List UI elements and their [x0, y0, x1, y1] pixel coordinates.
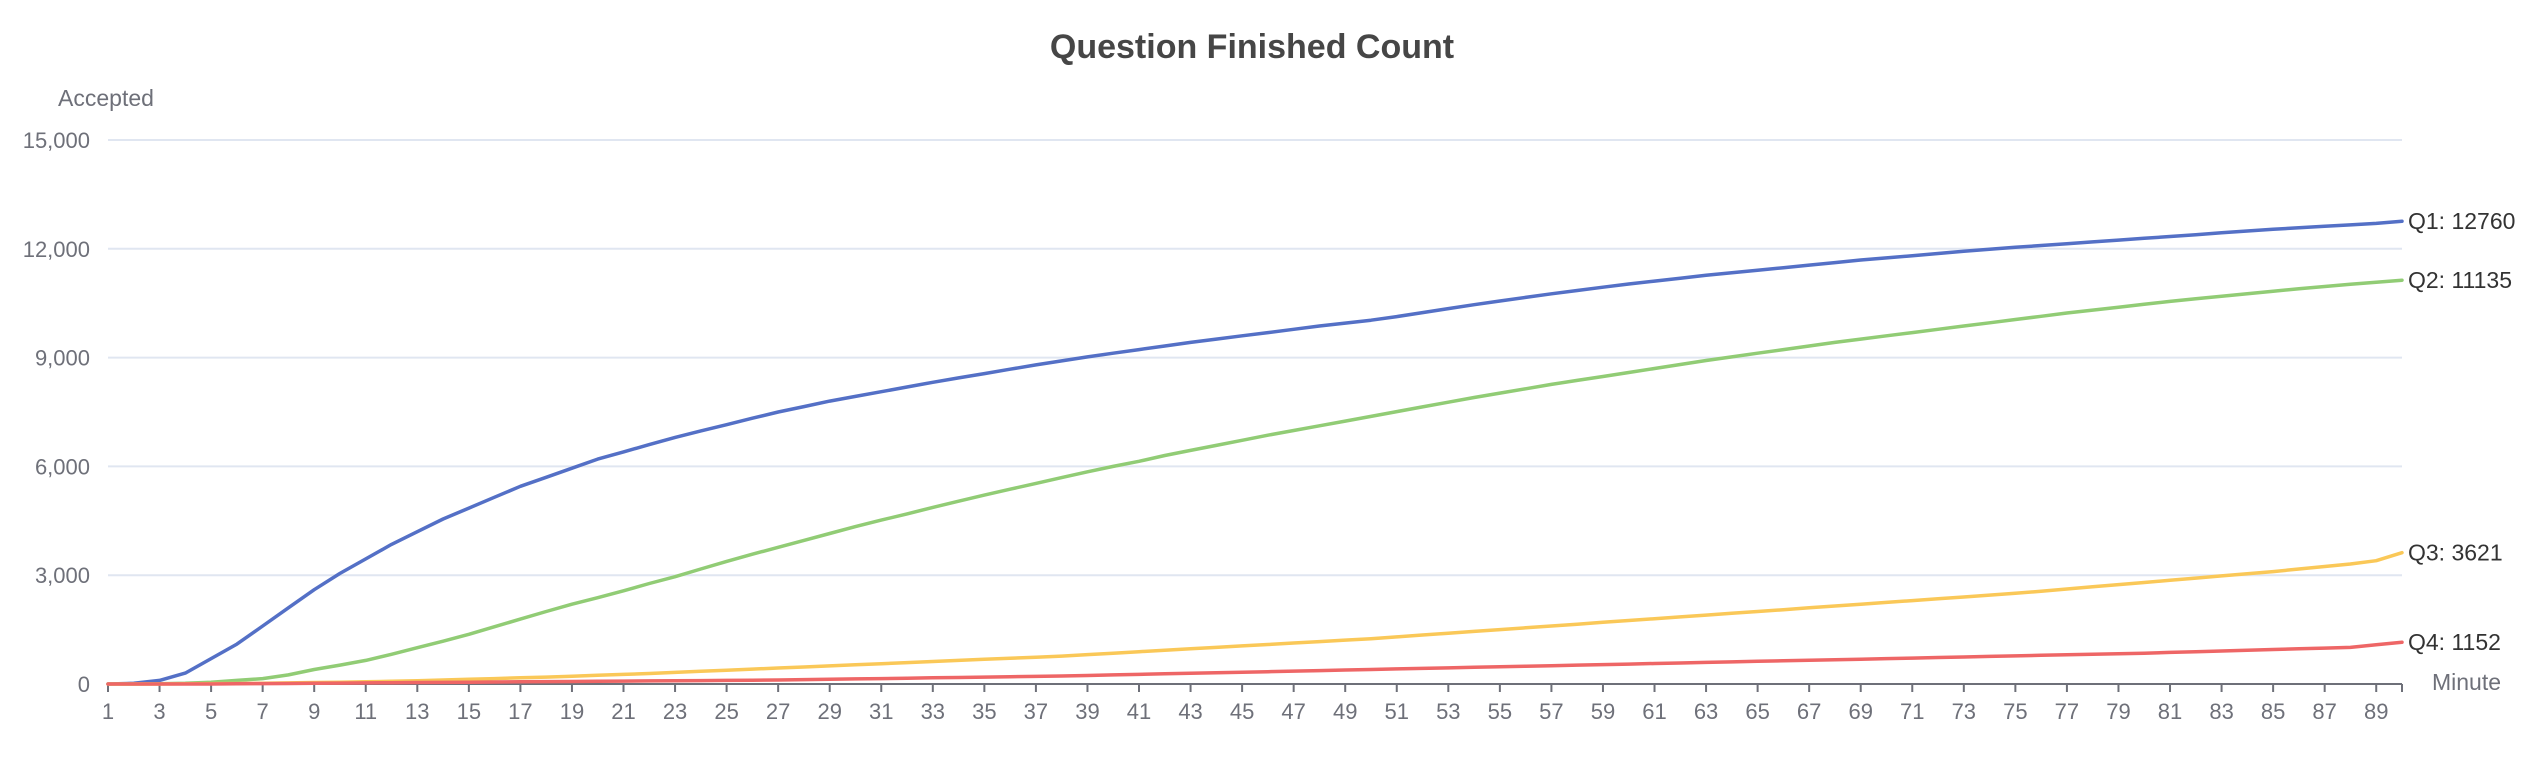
grid — [108, 139, 2402, 577]
end-label-q3: Q3: 3621 — [2408, 540, 2503, 566]
series-line-q2 — [106, 278, 2404, 686]
x-tick-label: 79 — [2106, 699, 2130, 724]
x-tick-label: 17 — [508, 699, 532, 724]
x-tick-label: 49 — [1333, 699, 1357, 724]
x-tick-label: 29 — [817, 699, 841, 724]
x-tick-label: 39 — [1075, 699, 1099, 724]
x-tick-label: 69 — [1848, 699, 1872, 724]
x-tick-label: 11 — [354, 699, 377, 724]
x-tick-label: 55 — [1488, 699, 1512, 724]
x-tick-label: 53 — [1436, 699, 1460, 724]
x-tick-label: 31 — [869, 699, 893, 724]
end-label-q2: Q2: 11135 — [2408, 267, 2512, 293]
x-tick-label: 23 — [663, 699, 687, 724]
x-tick-label: 77 — [2055, 699, 2079, 724]
x-tick-label: 13 — [405, 699, 429, 724]
x-tick-label: 27 — [766, 699, 790, 724]
x-tick-label: 15 — [457, 699, 481, 724]
x-tick-label: 1 — [102, 699, 114, 724]
x-axis: 1 3 5 7 9 11 13 15 17 19 21 23 25 27 29 31 33 35 37 39 41 43 4… — [102, 683, 2403, 724]
x-tick-label: 87 — [2312, 699, 2336, 724]
x-tick-label: 65 — [1745, 699, 1769, 724]
y-tick-label: 12,000 — [23, 237, 90, 262]
end-label-q1: Q1: 12760 — [2408, 208, 2515, 234]
y-axis: 0 3,000 6,000 9,000 12,000 15,000 — [23, 128, 90, 697]
x-tick-label: 19 — [560, 699, 584, 724]
y-tick-label: 15,000 — [23, 128, 90, 153]
x-tick-label: 35 — [972, 699, 996, 724]
x-tick-label: 71 — [1900, 699, 1924, 724]
series-group — [106, 219, 2404, 686]
x-tick-label: 61 — [1642, 699, 1666, 724]
x-tick-label: 9 — [308, 699, 320, 724]
y-tick-label: 0 — [78, 672, 90, 697]
x-tick-label: 43 — [1178, 699, 1202, 724]
x-tick-label: 37 — [1024, 699, 1048, 724]
x-tick-label: 7 — [257, 699, 269, 724]
chart-title: Question Finished Count — [1050, 28, 1454, 66]
y-tick-label: 9,000 — [35, 346, 90, 371]
y-tick-label: 3,000 — [35, 563, 90, 588]
x-tick-label: 83 — [2209, 699, 2233, 724]
end-label-q4: Q4: 1152 — [2408, 629, 2501, 655]
x-tick-label: 75 — [2003, 699, 2027, 724]
x-tick-label: 47 — [1281, 699, 1305, 724]
x-axis-label: Minute — [2432, 669, 2501, 695]
x-tick-label: 73 — [1952, 699, 1976, 724]
end-labels: Q1: 12760 Q2: 11135 Q3: 3621 Q4: 1152 — [2408, 208, 2515, 655]
x-tick-label: 33 — [921, 699, 945, 724]
x-tick-label: 81 — [2158, 699, 2182, 724]
y-axis-label: Accepted — [58, 85, 154, 111]
x-tick-label: 5 — [205, 699, 217, 724]
series-line-q3 — [106, 550, 2404, 686]
x-tick-label: 89 — [2364, 699, 2388, 724]
x-tick-label: 67 — [1797, 699, 1821, 724]
x-tick-label: 3 — [153, 699, 165, 724]
x-tick-label: 21 — [611, 699, 635, 724]
x-tick-label: 85 — [2261, 699, 2285, 724]
x-tick-label: 45 — [1230, 699, 1254, 724]
x-tick-label: 63 — [1694, 699, 1718, 724]
y-tick-label: 6,000 — [35, 454, 90, 479]
x-tick-label: 25 — [714, 699, 738, 724]
x-tick-label: 57 — [1539, 699, 1563, 724]
series-line-q4 — [106, 640, 2404, 686]
x-tick-label: 51 — [1385, 699, 1409, 724]
x-tick-label: 41 — [1127, 699, 1151, 724]
series-line-q1 — [106, 219, 2404, 686]
x-tick-label: 59 — [1591, 699, 1615, 724]
